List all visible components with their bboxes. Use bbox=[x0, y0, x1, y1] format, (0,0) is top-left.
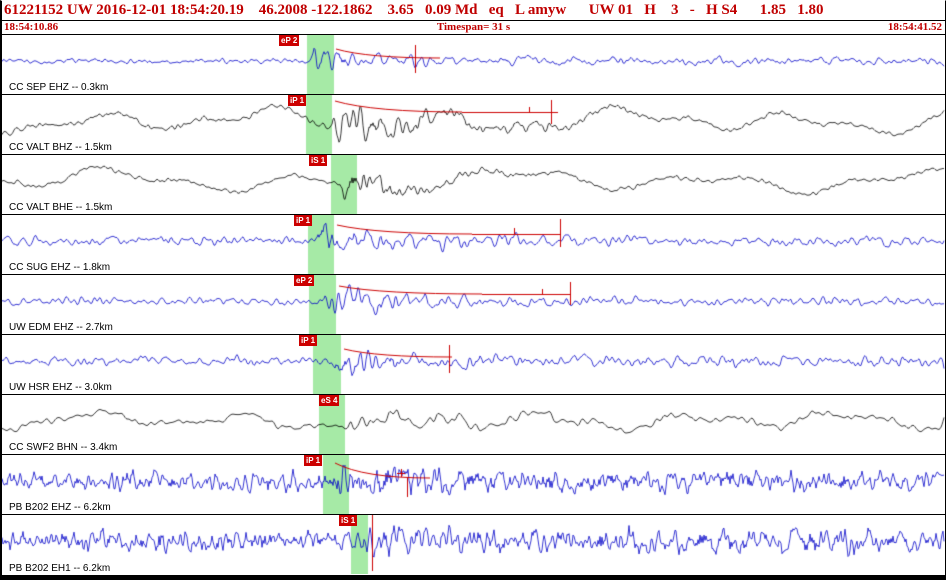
station-label: PB B202 EH1 -- 6.2km bbox=[9, 563, 111, 574]
timespan-label: Timespan= 31 s bbox=[436, 21, 511, 33]
waveform-canvas[interactable] bbox=[2, 395, 945, 454]
station-label: CC SWF2 BHN -- 3.4km bbox=[9, 442, 118, 453]
pick-flag[interactable]: eP 2 bbox=[279, 35, 300, 46]
waveform-canvas[interactable] bbox=[2, 515, 945, 574]
station-label: UW EDM EHZ -- 2.7km bbox=[9, 322, 113, 333]
trace-row-uw-edm-ehz[interactable]: eP 2 UW EDM EHZ -- 2.7km bbox=[2, 275, 945, 335]
waveform-canvas[interactable] bbox=[2, 275, 945, 334]
window-start-time: 18:54:10.86 bbox=[4, 21, 59, 33]
trace-row-cc-valt-bhz[interactable]: iP 1 CC VALT BHZ -- 1.5km bbox=[2, 95, 945, 155]
trace-row-pb-b202-eh1[interactable]: iS 1 PB B202 EH1 -- 6.2km bbox=[2, 515, 945, 575]
window-end-time: 18:54:41.52 bbox=[887, 21, 942, 33]
pick-flag[interactable]: iP 1 bbox=[288, 95, 307, 106]
station-label: UW HSR EHZ -- 3.0km bbox=[9, 382, 112, 393]
station-label: PB B202 EHZ -- 6.2km bbox=[9, 502, 111, 513]
waveform-canvas[interactable] bbox=[2, 95, 945, 154]
pick-flag[interactable]: eS 4 bbox=[319, 395, 340, 406]
waveform-canvas[interactable] bbox=[2, 35, 945, 94]
waveform-canvas[interactable] bbox=[2, 335, 945, 394]
pick-flag[interactable]: eP 2 bbox=[294, 275, 315, 286]
pick-flag[interactable]: iS 1 bbox=[309, 155, 328, 166]
trace-row-cc-swf2-bhn[interactable]: eS 4 CC SWF2 BHN -- 3.4km bbox=[2, 395, 945, 455]
trace-row-cc-valt-bhe[interactable]: iS 1 CC VALT BHE -- 1.5km bbox=[2, 155, 945, 215]
pick-flag[interactable]: iP 1 bbox=[304, 455, 323, 466]
pick-flag[interactable]: iP 1 bbox=[299, 335, 318, 346]
station-label: CC SUG EHZ -- 1.8km bbox=[9, 262, 111, 273]
station-label: CC VALT BHE -- 1.5km bbox=[9, 202, 113, 213]
trace-row-pb-b202-ehz[interactable]: iP 1 PB B202 EHZ -- 6.2km bbox=[2, 455, 945, 515]
trace-list: eP 2 CC SEP EHZ -- 0.3km iP 1 CC VALT BHZ -… bbox=[2, 35, 945, 575]
time-header: 18:54:10.86 Timespan= 31 s 18:54:41.52 bbox=[2, 21, 945, 35]
waveform-canvas[interactable] bbox=[2, 455, 945, 514]
station-label: CC VALT BHZ -- 1.5km bbox=[9, 142, 112, 153]
trace-row-cc-sug-ehz[interactable]: iP 1 CC SUG EHZ -- 1.8km bbox=[2, 215, 945, 275]
waveform-canvas[interactable] bbox=[2, 215, 945, 274]
pick-flag[interactable]: iP 1 bbox=[294, 215, 313, 226]
pick-flag[interactable]: iS 1 bbox=[339, 515, 358, 526]
station-label: CC SEP EHZ -- 0.3km bbox=[9, 82, 109, 93]
trace-row-cc-sep-ehz[interactable]: eP 2 CC SEP EHZ -- 0.3km bbox=[2, 35, 945, 95]
trace-row-uw-hsr-ehz[interactable]: iP 1 UW HSR EHZ -- 3.0km bbox=[2, 335, 945, 395]
waveform-canvas[interactable] bbox=[2, 155, 945, 214]
event-header: 61221152 UW 2016-12-01 18:54:20.19 46.20… bbox=[2, 1, 945, 21]
